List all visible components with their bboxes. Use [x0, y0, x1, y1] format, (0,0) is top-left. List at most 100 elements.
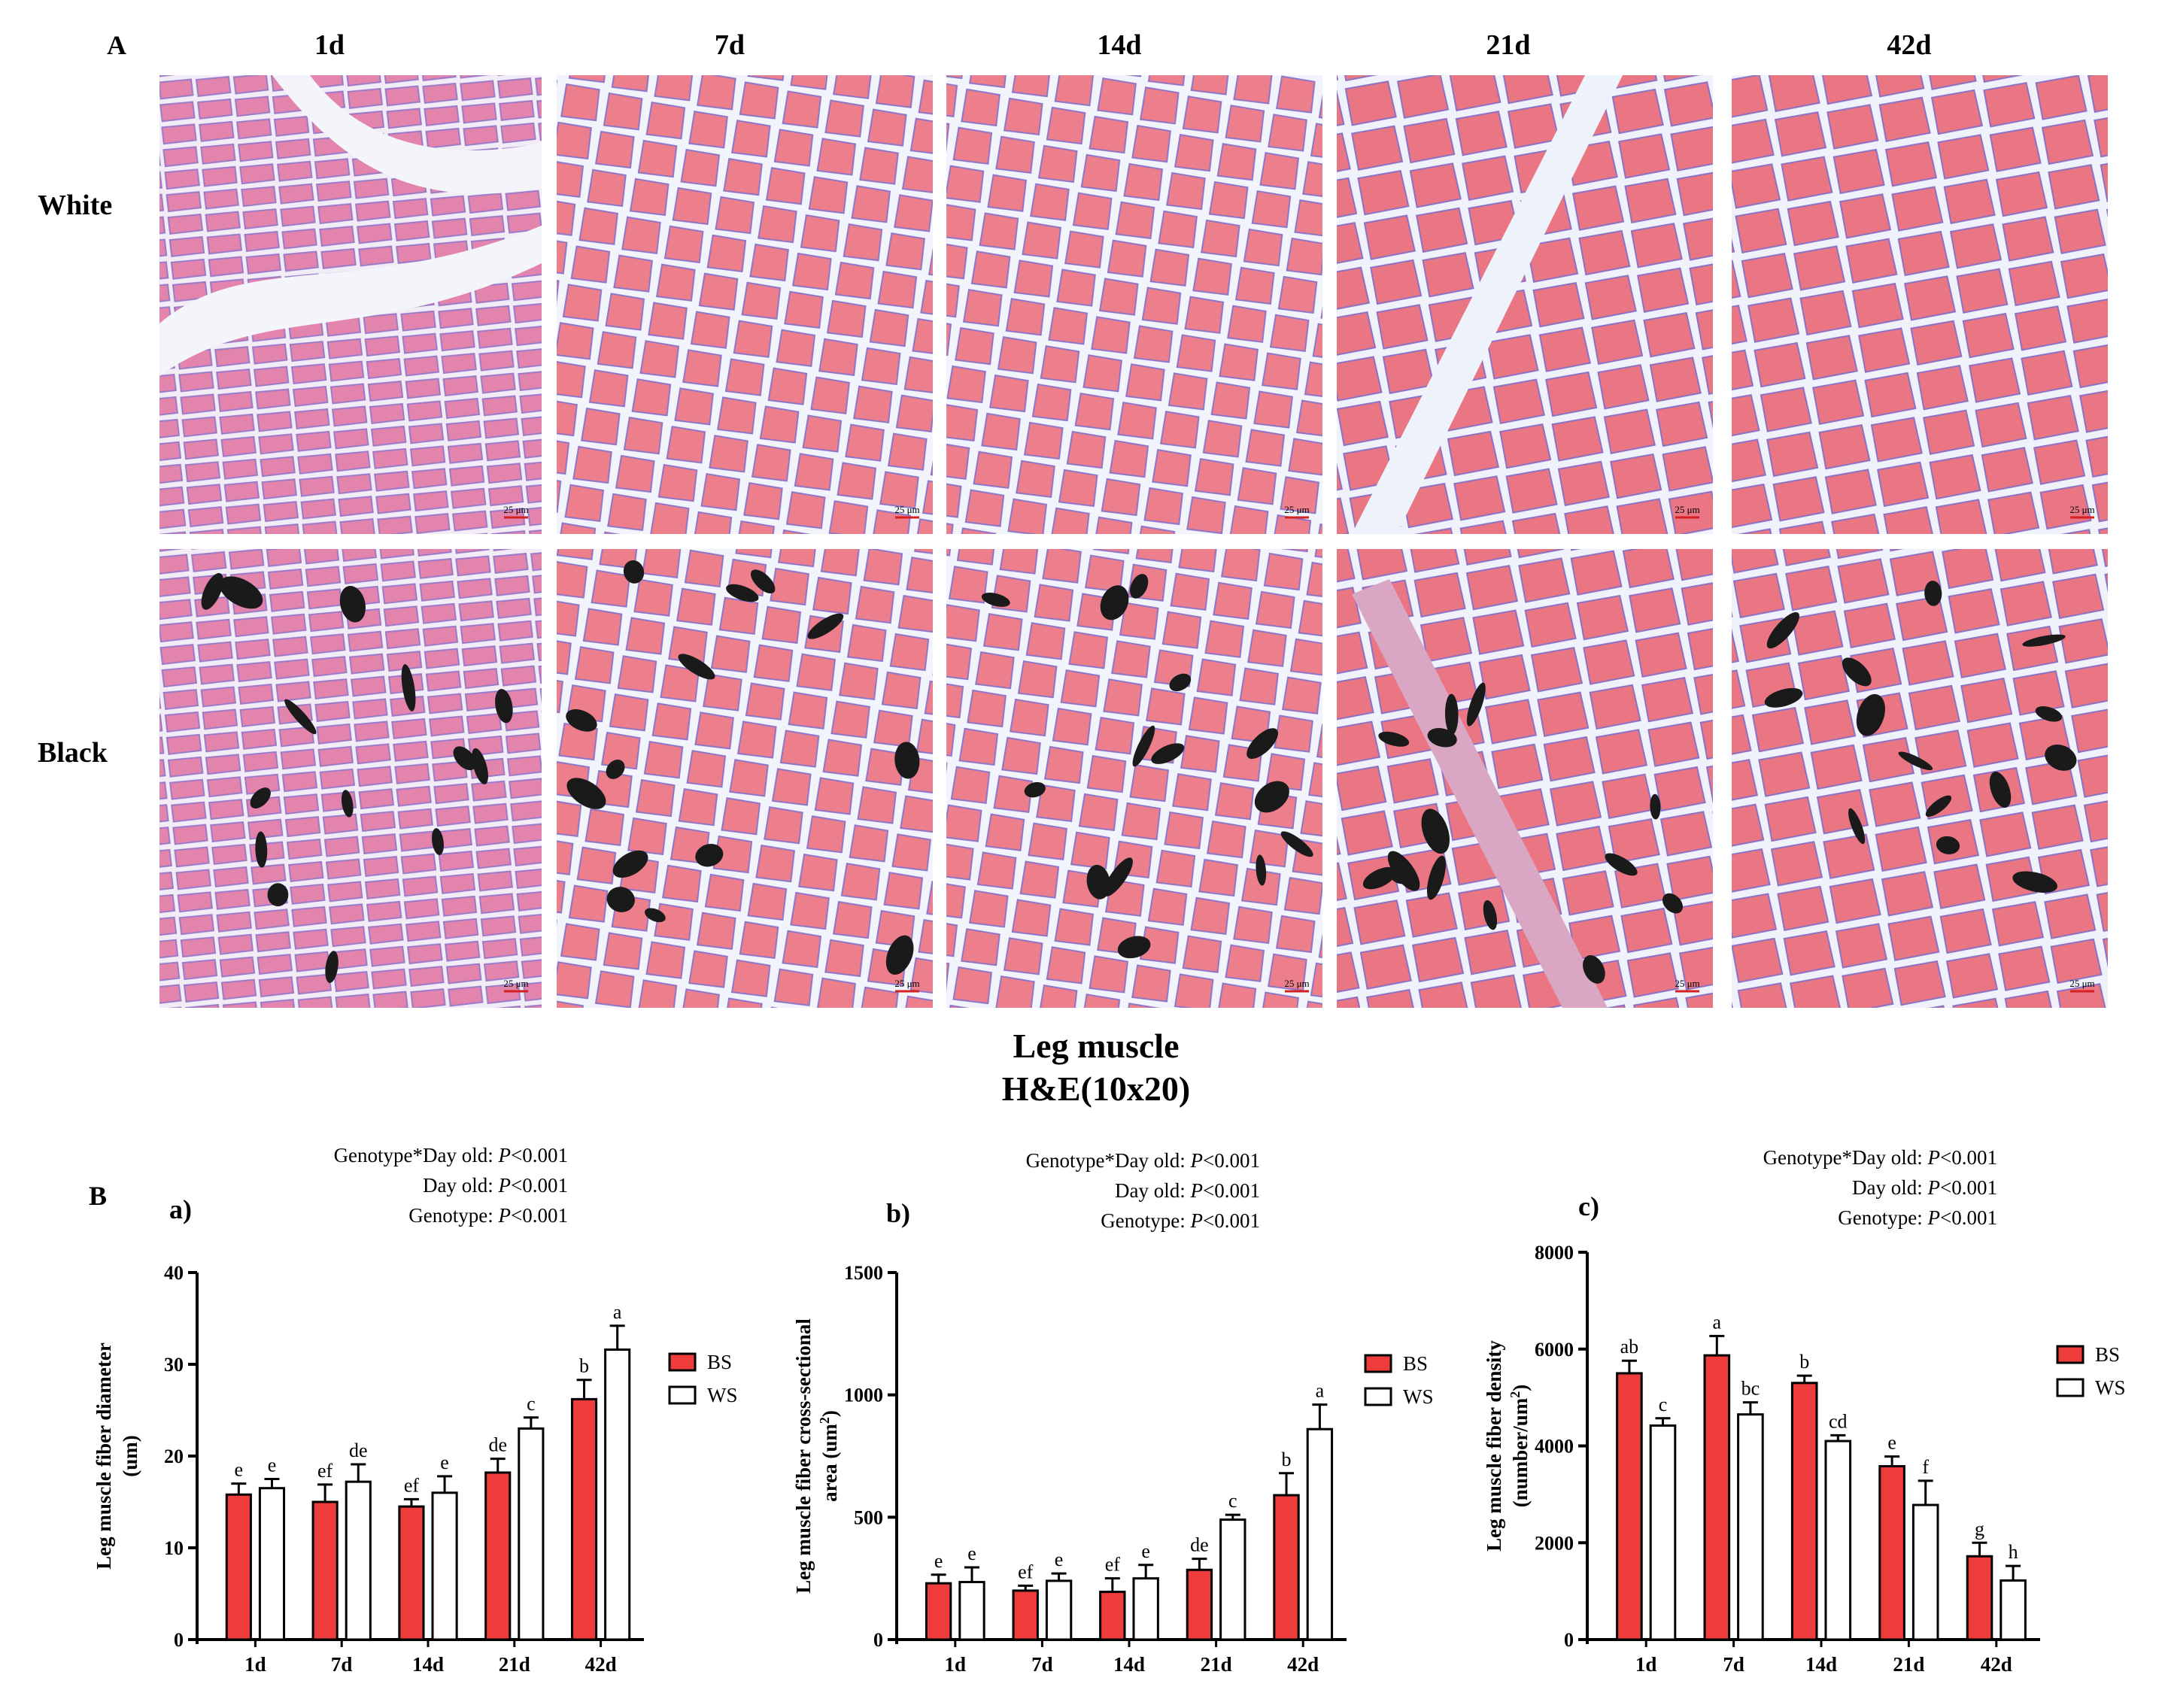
chart-3-y-tick-label: 4000: [1535, 1436, 1574, 1458]
histology-black-14d-melanin: [1104, 857, 1133, 896]
chart-1-bar-ws: [518, 1427, 545, 1641]
chart-3-stats-line-3: Genotype: P<0.001: [1838, 1206, 1997, 1229]
histology-black-21d-melanin: [1583, 955, 1605, 984]
histology-black-1d-melanin: [325, 951, 339, 984]
histology-black-14d-melanin: [1132, 725, 1155, 767]
chart-3-sig-label: a: [1713, 1311, 1722, 1333]
chart-1-stats-line-1: Genotype*Day old: P<0.001: [334, 1144, 568, 1166]
chart-1-legend-label-ws: WS: [707, 1384, 738, 1406]
chart-3-stats-line-2: Day old: P<0.001: [1852, 1176, 1997, 1199]
histology-white-42d: 25 μm: [1732, 75, 2108, 534]
chart-2-x-tick-label: 42d: [1287, 1653, 1319, 1676]
histology-white-1d-scale-label: 25 μm: [503, 504, 528, 515]
histology-black-7d-melanin: [678, 654, 715, 680]
chart-3-sig-label: b: [1799, 1351, 1809, 1373]
chart-2-y-tick-label: 0: [873, 1629, 883, 1651]
histology-black-21d-melanin: [1426, 855, 1446, 900]
histology-black-1d-melanin: [284, 699, 317, 735]
histology-black-14d-melanin: [1280, 831, 1313, 857]
chart-1-sig-label: ef: [317, 1460, 333, 1482]
chart-3-sig-label: f: [1922, 1456, 1929, 1478]
histology-black-21d-melanin: [1650, 793, 1661, 820]
chart-2-bar-ws: [1132, 1577, 1159, 1641]
histology-black-42d-melanin: [1848, 808, 1866, 845]
chart-2-stats-line-1: Genotype*Day old: P<0.001: [1026, 1149, 1260, 1172]
chart-1-x-tick-label: 7d: [331, 1653, 353, 1676]
histology-black-7d-melanin: [612, 850, 648, 878]
histology-black-42d-melanin: [1842, 657, 1872, 687]
histology-white-14d-tissue: [946, 75, 1322, 534]
histology-black-7d-melanin: [695, 844, 724, 867]
chart-1-y-tick-label: 10: [164, 1537, 184, 1559]
chart-2-sig-label: e: [1141, 1540, 1150, 1562]
chart-3-panel-label: c): [1578, 1191, 1599, 1221]
chart-2-sig-label: e: [967, 1543, 976, 1564]
caption-stain: H&E(10x20): [1002, 1069, 1190, 1108]
chart-2-panel-label: b): [886, 1198, 910, 1228]
chart-3-sig-label: cd: [1829, 1410, 1848, 1432]
chart-3-x-tick-label: 42d: [1981, 1653, 2012, 1676]
histology-black-1d-melanin: [219, 576, 263, 609]
chart-3-bar-bs: [1703, 1354, 1731, 1641]
histology-black-1d: 25 μm: [159, 549, 542, 1008]
chart-2-sig-label: e: [934, 1550, 943, 1572]
chart-1-sig-label: e: [268, 1455, 277, 1476]
chart-2-sig-label: a: [1316, 1380, 1325, 1402]
histology-black-42d-scale-label: 25 μm: [2069, 978, 2094, 989]
chart-3-bar-ws: [1649, 1424, 1677, 1641]
chart-2-y-label-line2: area (um2): [817, 1410, 841, 1502]
chart-1-sig-label: b: [579, 1355, 589, 1377]
chart-3-bar-ws: [1911, 1503, 1939, 1641]
histology-black-1d-melanin: [341, 790, 354, 818]
chart-3-y-tick-label: 8000: [1535, 1242, 1574, 1264]
chart-3-y-label-line2: (number/um2): [1508, 1385, 1532, 1508]
chart-1-sig-label: a: [613, 1301, 622, 1323]
histology-black-7d: 25 μm: [557, 549, 933, 1008]
chart-2-stats-line-2: Day old: P<0.001: [1115, 1179, 1260, 1202]
histology-black-7d-melanin: [726, 584, 759, 602]
chart-3: Genotype*Day old: P<0.001 Day old: P<0.00…: [1483, 1146, 2126, 1676]
chart-3-y-label-line1: Leg muscle fiber density: [1483, 1340, 1505, 1552]
histology-white-14d-scale-label: 25 μm: [1284, 504, 1309, 515]
chart-1-bar-bs: [398, 1505, 425, 1641]
histology-black-21d-melanin: [1378, 731, 1410, 747]
chart-1-x-tick-label: 1d: [244, 1653, 266, 1676]
histology-black-7d-melanin: [894, 742, 920, 779]
histology-black-7d-melanin: [566, 709, 597, 732]
histology-white-21d: 25 μm: [1337, 75, 1713, 534]
histology-grid: 25 μm 25 μm 25 μm 25 μm 25 μm 25 μm 25 μm 25 μm…: [159, 75, 2108, 1008]
histology-black-14d-melanin: [1086, 864, 1110, 900]
histology-white-7d: 25 μm: [557, 75, 933, 534]
chart-3-x-tick-label: 1d: [1635, 1653, 1657, 1676]
histology-black-42d-melanin: [1924, 581, 1942, 606]
chart-2-bar-bs: [1273, 1494, 1300, 1641]
histology-white-7d-tissue: [557, 75, 933, 534]
histology-white-21d-scale-label: 25 μm: [1675, 504, 1699, 515]
chart-3-stats-line-1: Genotype*Day old: P<0.001: [1763, 1146, 1997, 1169]
histology-black-14d-melanin: [1100, 585, 1129, 620]
chart-3-bar-ws: [1737, 1413, 1764, 1641]
chart-1-bar-ws: [431, 1491, 458, 1641]
histology-black-14d-scale-label: 25 μm: [1284, 978, 1309, 989]
chart-1-sig-label: ef: [404, 1474, 420, 1496]
histology-black-7d-melanin: [750, 569, 776, 594]
histology-black-14d-melanin: [1117, 936, 1151, 959]
histology-white-7d-scale-label: 25 μm: [894, 504, 919, 515]
histology-black-14d: 25 μm: [946, 549, 1322, 1008]
chart-1-sig-label: de: [488, 1434, 507, 1456]
chart-1-bar-bs: [484, 1471, 512, 1641]
histology-black-7d-melanin: [807, 613, 844, 639]
histology-white-14d: 25 μm: [946, 75, 1322, 534]
histology-black-1d-melanin: [401, 664, 416, 711]
chart-1-y-tick-label: 40: [164, 1262, 184, 1284]
chart-1-legend-swatch-bs: [668, 1352, 697, 1372]
chart-3-y-tick-label: 6000: [1535, 1339, 1574, 1361]
chart-2-x-tick-label: 21d: [1201, 1653, 1232, 1676]
chart-3-legend-label-ws: WS: [2095, 1376, 2126, 1399]
chart-1-y-tick-label: 0: [174, 1629, 184, 1651]
chart-2-sig-label: e: [1055, 1549, 1064, 1570]
histology-black-1d-melanin: [495, 689, 513, 724]
histology-black-7d-melanin: [885, 935, 914, 975]
chart-1-bar-bs: [570, 1397, 598, 1641]
histology-black-21d-scale-label: 25 μm: [1675, 978, 1699, 989]
